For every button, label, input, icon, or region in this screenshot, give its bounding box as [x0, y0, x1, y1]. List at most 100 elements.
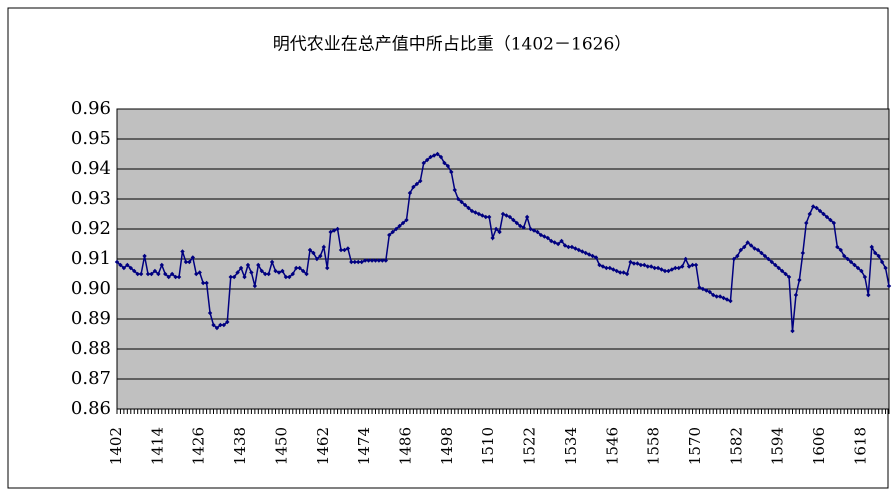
data-point [166, 274, 171, 280]
x-tick-label: 1510 [479, 427, 497, 465]
y-tick-label: 0.86 [71, 398, 111, 419]
data-point [535, 229, 540, 235]
data-point [776, 265, 781, 271]
data-point [669, 267, 675, 272]
data-point [276, 270, 282, 275]
data-point [838, 247, 843, 253]
data-point [879, 259, 885, 265]
data-point [814, 205, 819, 211]
data-point [138, 271, 144, 277]
data-point [686, 264, 692, 269]
data-point [717, 294, 723, 299]
data-point [190, 255, 196, 260]
data-point [438, 154, 444, 160]
data-point [269, 259, 275, 265]
data-point [487, 214, 492, 220]
data-point [325, 265, 330, 271]
data-point [835, 244, 840, 250]
data-point [204, 280, 209, 286]
data-point [169, 271, 175, 277]
data-point [435, 151, 440, 157]
data-point [125, 262, 130, 268]
data-point [283, 274, 289, 280]
data-point [321, 244, 326, 250]
data-point [225, 319, 230, 325]
data-point [611, 267, 616, 272]
data-point [769, 259, 775, 265]
data-point [559, 238, 564, 244]
data-point [542, 234, 547, 239]
data-point [387, 232, 392, 238]
data-point [328, 229, 333, 235]
data-point [356, 259, 361, 265]
data-point [711, 292, 716, 298]
data-point [455, 196, 461, 202]
data-point [307, 247, 313, 253]
data-point [421, 160, 426, 166]
data-point [831, 220, 837, 226]
data-point [783, 271, 788, 277]
data-point [135, 271, 140, 277]
data-point [142, 253, 147, 259]
data-point [755, 247, 761, 253]
data-point [521, 225, 526, 230]
data-point [163, 271, 168, 277]
data-point [314, 256, 320, 262]
data-point [304, 271, 309, 277]
data-point [841, 253, 847, 259]
data-point [828, 217, 833, 223]
data-point [804, 220, 809, 226]
data-point [197, 270, 202, 275]
data-point [335, 226, 340, 232]
data-point [852, 262, 857, 268]
data-point [459, 199, 464, 205]
data-point [724, 297, 730, 302]
data-point [414, 181, 420, 187]
data-point [176, 274, 182, 280]
data-point [187, 259, 192, 265]
data-point [200, 280, 206, 286]
x-tick-label: 1426 [190, 427, 208, 465]
data-point [266, 271, 271, 277]
data-point [786, 274, 792, 280]
data-point [497, 229, 502, 235]
data-point [773, 262, 778, 268]
x-tick-label: 1486 [397, 427, 415, 465]
data-point [728, 298, 733, 304]
data-point [662, 268, 668, 274]
data-point [228, 274, 233, 280]
data-point [848, 259, 854, 265]
data-point [873, 250, 878, 256]
data-point [359, 259, 364, 265]
x-tick-label: 1582 [727, 427, 745, 465]
data-point [238, 265, 244, 271]
data-point [411, 184, 416, 190]
data-point [731, 256, 737, 262]
data-point [800, 250, 806, 256]
x-tick-label: 1414 [148, 427, 166, 465]
data-point [745, 240, 750, 245]
data-point [676, 265, 681, 271]
data-point [132, 268, 137, 274]
data-point [242, 274, 247, 280]
data-point [742, 244, 747, 250]
data-point [693, 262, 699, 268]
data-point [397, 223, 402, 229]
y-tick-label: 0.87 [71, 368, 111, 389]
data-point [259, 268, 264, 274]
x-tick-label: 1462 [314, 427, 332, 465]
data-point [369, 258, 375, 263]
data-point [580, 249, 585, 254]
data-point [256, 262, 261, 268]
data-point [145, 271, 151, 277]
data-point [318, 253, 323, 259]
data-point [704, 288, 709, 293]
data-point [466, 205, 471, 211]
data-point [555, 241, 561, 247]
data-point [738, 247, 744, 253]
x-tick-label: 1594 [769, 427, 787, 465]
data-point [790, 328, 795, 334]
data-point [114, 259, 120, 265]
data-point [504, 213, 509, 218]
